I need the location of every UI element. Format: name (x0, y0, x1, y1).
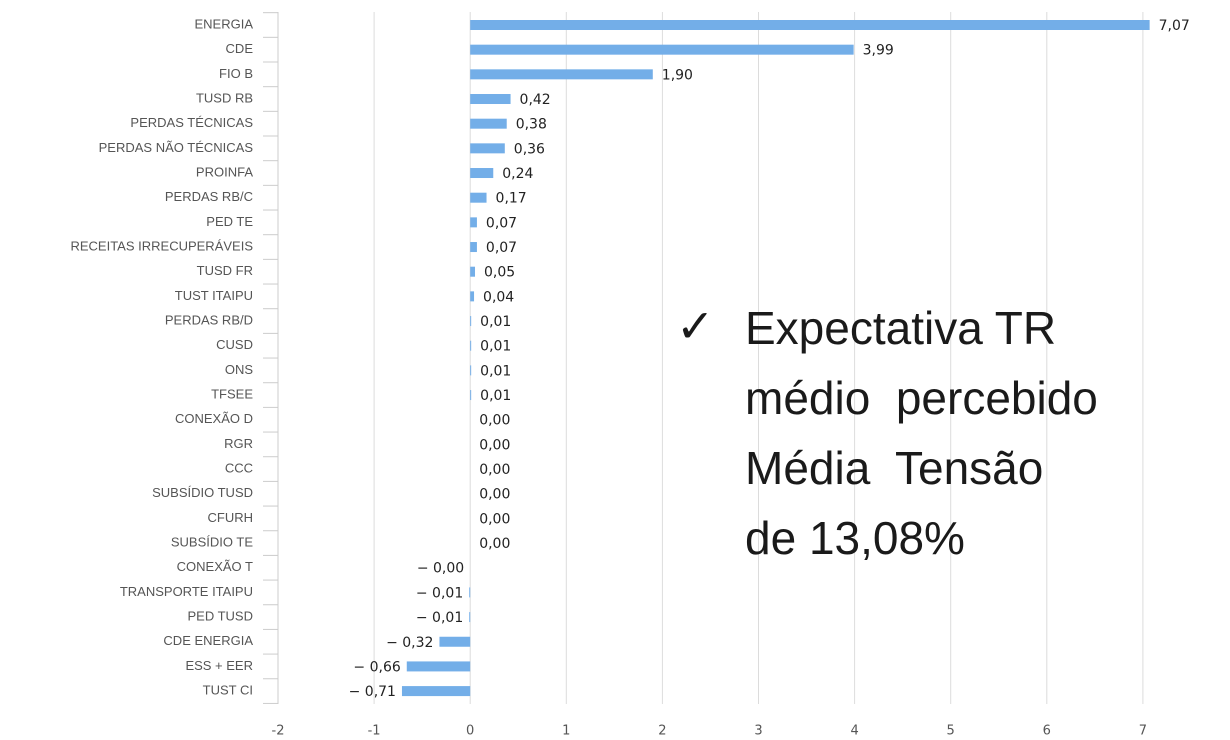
bar (469, 612, 471, 623)
bar (470, 242, 477, 253)
bar (470, 390, 472, 401)
x-tick-label: 5 (947, 724, 955, 739)
category-label: CCC (225, 460, 253, 475)
category-label: PERDAS TÉCNICAS (130, 115, 253, 130)
category-label: CDE (226, 41, 254, 56)
annotation-line: Média Tensão (745, 442, 1043, 494)
category-label: RECEITAS IRRECUPERÁVEIS (70, 238, 253, 253)
value-label: 3,99 (863, 43, 894, 59)
value-label: 0,42 (520, 92, 551, 108)
value-label: 0,00 (479, 413, 510, 429)
category-label: TUSD FR (197, 263, 253, 278)
value-label: − 0,32 (386, 635, 433, 651)
bar (470, 316, 472, 327)
value-label: 0,00 (479, 437, 510, 453)
value-label: 0,07 (486, 215, 517, 231)
category-label: TUSD RB (196, 90, 253, 105)
value-label: 0,01 (480, 363, 511, 379)
value-label: 0,17 (496, 191, 527, 207)
value-label: 0,00 (479, 536, 510, 552)
value-label: 0,00 (479, 511, 510, 527)
x-tick-label: 2 (658, 724, 666, 739)
bar (470, 192, 487, 203)
value-label: 0,24 (502, 166, 533, 182)
bar (470, 143, 505, 154)
value-label: 0,00 (479, 462, 510, 478)
x-tick-label: 0 (466, 724, 474, 739)
category-label: PROINFA (196, 164, 253, 179)
category-label: TUST CI (203, 683, 253, 698)
bar (470, 365, 472, 376)
annotation-line: Expectativa TR (745, 302, 1056, 354)
bar (470, 20, 1150, 30)
value-label: 0,36 (514, 141, 545, 157)
category-label: FIO B (219, 66, 253, 81)
x-tick-label: 7 (1139, 724, 1147, 739)
value-label: 0,01 (480, 314, 511, 330)
bar (470, 44, 854, 55)
bar (470, 168, 494, 179)
value-label: 1,90 (662, 67, 693, 83)
value-label: − 0,01 (416, 585, 463, 601)
category-label: CFURH (208, 510, 254, 525)
bar (470, 266, 476, 277)
category-label: PERDAS NÃO TÉCNICAS (99, 140, 254, 155)
value-label: 0,01 (480, 388, 511, 404)
annotation-line: de 13,08% (745, 512, 965, 564)
category-label: CUSD (216, 337, 253, 352)
category-label: CDE ENERGIA (163, 633, 253, 648)
annotation-mark: ✓ (676, 300, 715, 352)
category-label: TUST ITAIPU (175, 288, 253, 303)
value-label: 0,01 (480, 339, 511, 355)
category-label: ENERGIA (194, 16, 253, 31)
value-label: − 0,00 (417, 561, 464, 577)
bar (406, 661, 471, 672)
bar (401, 686, 471, 697)
category-label: TFSEE (211, 386, 253, 401)
x-tick-label: -2 (272, 724, 285, 739)
bar (469, 587, 471, 598)
value-label: 0,07 (486, 240, 517, 256)
bar (470, 340, 472, 351)
x-tick-label: 3 (754, 724, 762, 739)
category-label: PERDAS RB/C (165, 189, 253, 204)
bar (439, 636, 471, 647)
x-tick-label: 6 (1043, 724, 1051, 739)
category-label: RGR (224, 436, 253, 451)
category-label: SUBSÍDIO TUSD (152, 485, 253, 500)
x-tick-label: -1 (368, 724, 381, 739)
bar (470, 94, 511, 105)
value-label: − 0,01 (416, 610, 463, 626)
value-label: 7,07 (1159, 18, 1190, 34)
category-label: PERDAS RB/D (165, 312, 253, 327)
category-label: TRANSPORTE ITAIPU (120, 584, 253, 599)
value-label: 0,05 (484, 265, 515, 281)
bar (470, 118, 507, 129)
x-tick-label: 1 (562, 724, 570, 739)
annotation-line: médio percebido (745, 372, 1098, 424)
value-label: 0,00 (479, 487, 510, 503)
value-label: 0,38 (516, 117, 547, 133)
category-label: SUBSÍDIO TE (171, 535, 253, 550)
bar (470, 217, 477, 228)
value-label: − 0,71 (349, 684, 396, 700)
value-label: 0,04 (483, 289, 514, 305)
bar (470, 69, 653, 80)
x-tick-label: 4 (850, 724, 858, 739)
category-label: ONS (225, 362, 254, 377)
bar (470, 291, 475, 302)
category-label: PED TUSD (188, 609, 254, 624)
category-label: CONEXÃO T (177, 559, 253, 574)
category-label: PED TE (206, 214, 253, 229)
category-label: ESS + EER (185, 658, 253, 673)
category-label: CONEXÃO D (175, 411, 253, 426)
value-label: − 0,66 (353, 659, 400, 675)
